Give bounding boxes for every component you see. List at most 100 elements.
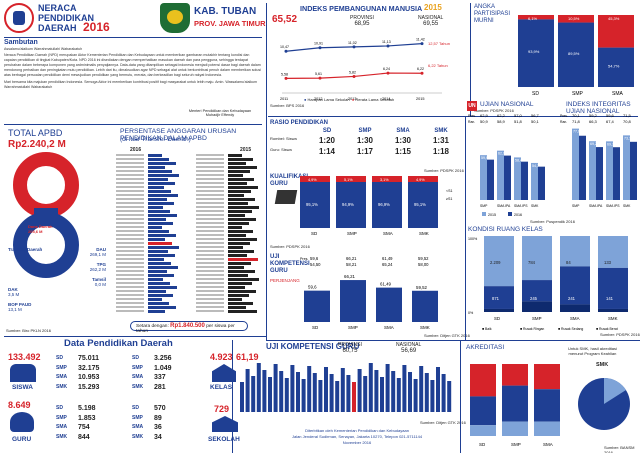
region-name-bar xyxy=(196,270,224,272)
apm-bar xyxy=(598,47,634,87)
region-name-bar xyxy=(116,278,144,280)
region-name-bar xyxy=(196,158,224,160)
region-name-bar xyxy=(196,206,224,208)
region-name-bar xyxy=(196,286,224,288)
un-col: SMA IPA xyxy=(497,204,511,208)
un-bar-label: 69,1 xyxy=(607,142,614,146)
apm-bar-top xyxy=(518,15,554,20)
ipm-year-tick: 2013 xyxy=(348,97,356,101)
region-name-bar xyxy=(196,302,224,304)
un-legend: 2016 xyxy=(514,213,522,217)
apm-bar xyxy=(558,22,594,88)
un-bar-2016 xyxy=(504,155,511,200)
un-col: SMK xyxy=(531,204,539,208)
pct-bar-2016 xyxy=(148,210,170,213)
ruang-rusak: 241 xyxy=(568,296,576,301)
ukg-region-bar xyxy=(357,369,362,412)
ukg-region-bar xyxy=(396,378,401,412)
apbd-donut xyxy=(13,152,79,278)
brand-sub: PENDIDIKAN xyxy=(38,13,95,23)
un-bar-2015 xyxy=(480,155,487,200)
apm-bars: 6,1% 93,9% SD 10,5% 89,5% SMP 45,3% 54,7% SMA xyxy=(518,15,634,97)
pct-bar-2016 xyxy=(148,222,173,225)
ruang-segment xyxy=(484,236,514,287)
kual-bar-top xyxy=(300,176,330,182)
kual-bar-top xyxy=(408,176,438,182)
teacher-icon xyxy=(10,412,34,432)
ukg-region-bar xyxy=(436,367,440,412)
pct-bar-2015 xyxy=(228,154,242,157)
pct-bar-2015 xyxy=(228,182,247,185)
pct-bar-2015 xyxy=(228,166,257,169)
region-name-bar xyxy=(116,298,144,300)
kual-col: SMP xyxy=(347,231,357,236)
ukg-region-bar xyxy=(413,379,418,412)
pct-bar-2015 xyxy=(228,210,252,213)
ipm-year: 2015 xyxy=(424,3,442,12)
pct-bar-2015 xyxy=(228,310,257,313)
region-name-bar xyxy=(116,190,144,192)
pct-bar-2016 xyxy=(148,190,171,193)
pct-bar-2016 xyxy=(148,258,164,261)
un-bar-label: 54,7 xyxy=(532,164,539,168)
region-name-bar xyxy=(116,214,144,216)
ukg-region-bar xyxy=(430,380,435,412)
region-name-bar xyxy=(196,266,224,268)
pct-bar-2016 xyxy=(148,270,167,273)
ipm-prov: PROVINSI 68,95 xyxy=(350,15,374,27)
ipm-label: 10,47 xyxy=(280,45,289,49)
region-name-bar xyxy=(116,302,144,304)
apbd-source: Sumber: Biro PKLN 2016 xyxy=(6,328,51,333)
region-name-bar xyxy=(196,170,224,172)
ukg-ran: 54,50 xyxy=(310,262,321,267)
apm-col: SMP xyxy=(572,91,584,97)
ipm-point xyxy=(284,76,288,80)
region-name-bar xyxy=(196,210,224,212)
pct-bar-2016 xyxy=(148,158,169,161)
pct-bar-2016 xyxy=(148,214,177,217)
region-name-bar xyxy=(116,262,144,264)
ukg-region-bar xyxy=(346,375,351,412)
ukg-region-bar xyxy=(324,367,328,412)
pct-bar-2015 xyxy=(228,286,245,289)
pct-bar-2016 xyxy=(148,254,175,257)
pct-bar-2016 xyxy=(148,302,169,305)
pct-bar-2016 xyxy=(148,230,169,233)
ruang-col: SMK xyxy=(608,316,618,321)
pct-bar-2015 xyxy=(228,198,255,201)
region-name-bar xyxy=(196,182,224,184)
pct-bar-2016 xyxy=(148,154,162,157)
apm-label: 89,5% xyxy=(568,51,580,56)
region-name-bar xyxy=(196,262,224,264)
ukg-region-bar xyxy=(335,381,340,412)
region-name-bar xyxy=(116,238,144,240)
ukg-bars: Pres. 59,654,5059,6SD66,2158,2166,21SMP61… xyxy=(300,256,438,330)
ukg-bar xyxy=(340,280,366,322)
ukg-col: SD xyxy=(312,325,319,330)
ruang-baik: 784 xyxy=(528,260,536,265)
ukg-bar xyxy=(412,290,438,322)
ukg-region-bar xyxy=(402,365,407,412)
ukg-bar xyxy=(304,290,330,322)
ruang-segment xyxy=(598,267,628,309)
ruang-legend: ■ Baik xyxy=(482,327,492,331)
bop-block: BOP PAUD 13,1 M xyxy=(8,302,32,312)
student-icon xyxy=(10,364,36,382)
pct-bar-2016 xyxy=(148,194,178,197)
pct-bar-2016 xyxy=(148,182,175,185)
akred-segment xyxy=(502,421,528,436)
akred-segment xyxy=(534,421,560,436)
rasio-row-label: Guru: Siswa xyxy=(270,147,292,152)
persentase-subtitle: (di luar Transfer Daerah) xyxy=(120,136,191,143)
data-row: SMP 89 xyxy=(132,414,162,422)
rasio-head: SMP xyxy=(358,128,372,134)
ipm-year-tick: 2011 xyxy=(280,97,288,101)
region-name-bar xyxy=(116,286,144,288)
kelas-total: 4.923 xyxy=(210,352,233,362)
ukg-all-bars xyxy=(240,363,452,412)
pct-bar-2016 xyxy=(148,218,166,221)
pct-bar-2015 xyxy=(228,242,250,245)
kual-label: 95,1% xyxy=(414,202,426,207)
region-name-bar xyxy=(116,226,144,228)
pct-bar-2016 xyxy=(148,170,172,173)
